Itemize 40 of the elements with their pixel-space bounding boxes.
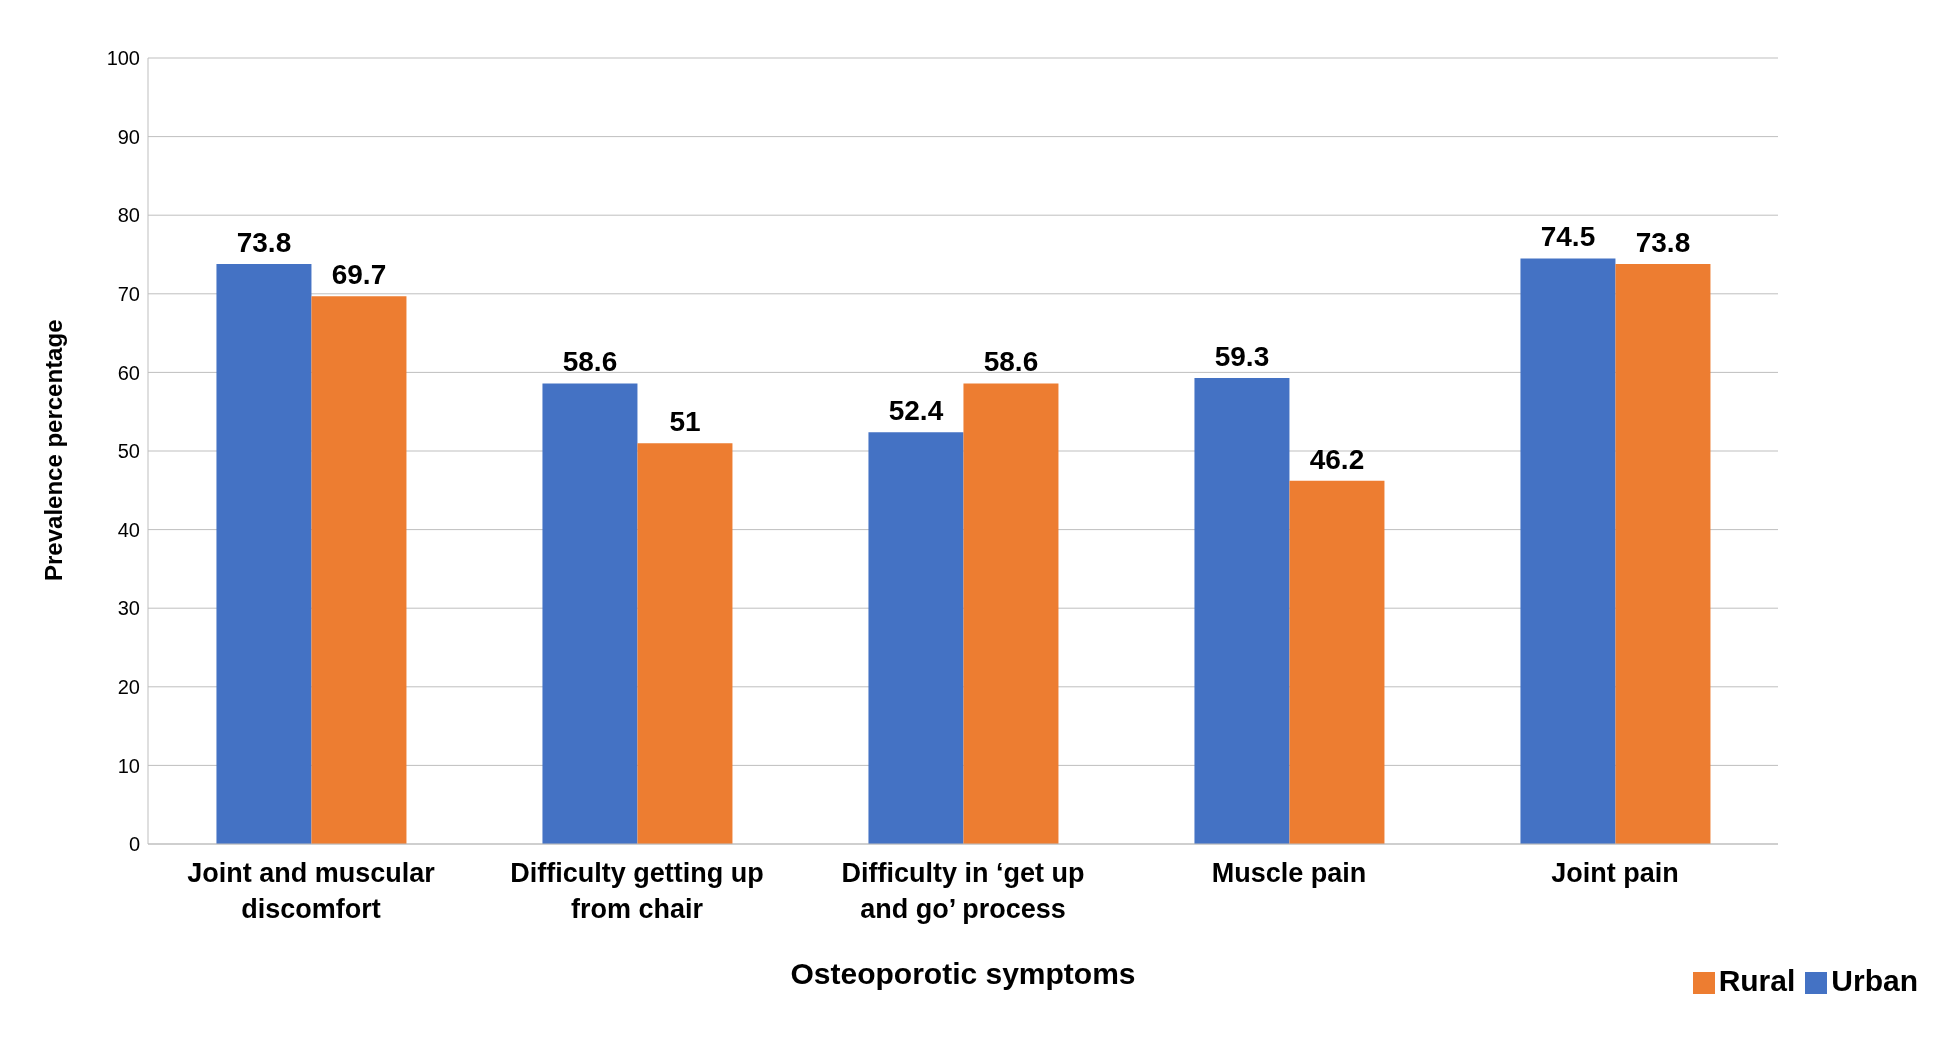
x-tick-label: Difficulty getting up from chair [510,858,764,924]
data-label: 51 [669,406,701,438]
x-tick-label: Joint and muscular discomfort [187,858,436,924]
y-tick-label: 30 [117,597,140,620]
data-label: 58.6 [562,346,618,378]
x-tick-label: Muscle pain [1211,858,1367,888]
y-tick-label: 90 [117,125,140,148]
data-label: 58.6 [983,346,1039,378]
data-label: 46.2 [1309,443,1365,475]
y-tick-label: 60 [117,361,140,384]
data-label: 73.8 [236,226,292,258]
x-tick-label: Joint pain [1551,858,1679,888]
x-axis-title: Osteoporotic symptoms [790,957,1136,990]
y-axis-title: Prevalence percentage [39,319,67,581]
data-label: 59.3 [1214,340,1270,372]
y-tick-label: 70 [117,282,140,305]
bar [311,296,407,844]
y-tick-label: 10 [117,754,140,777]
bar [963,383,1059,844]
legend-label: Urban [1831,964,1918,997]
bar [637,443,733,844]
y-tick-label: 40 [117,518,140,541]
bar [1520,258,1616,844]
x-tick-label: Difficulty in ‘get up and go’ process [841,858,1085,924]
legend-label: Rural [1718,964,1796,997]
bar [1615,263,1711,844]
y-tick-label: 50 [117,440,140,463]
data-label: 74.5 [1540,221,1596,253]
data-label: 52.4 [888,395,944,427]
y-tick-label: 20 [117,675,140,698]
bar [542,383,638,844]
y-tick-label: 100 [106,47,140,70]
bar [216,263,312,844]
data-label: 69.7 [331,259,387,291]
data-label: 73.8 [1635,226,1691,258]
bar [1194,377,1290,844]
y-tick-label: 0 [128,833,140,856]
bar [868,432,964,844]
y-tick-label: 80 [117,204,140,227]
bar [1289,480,1385,844]
